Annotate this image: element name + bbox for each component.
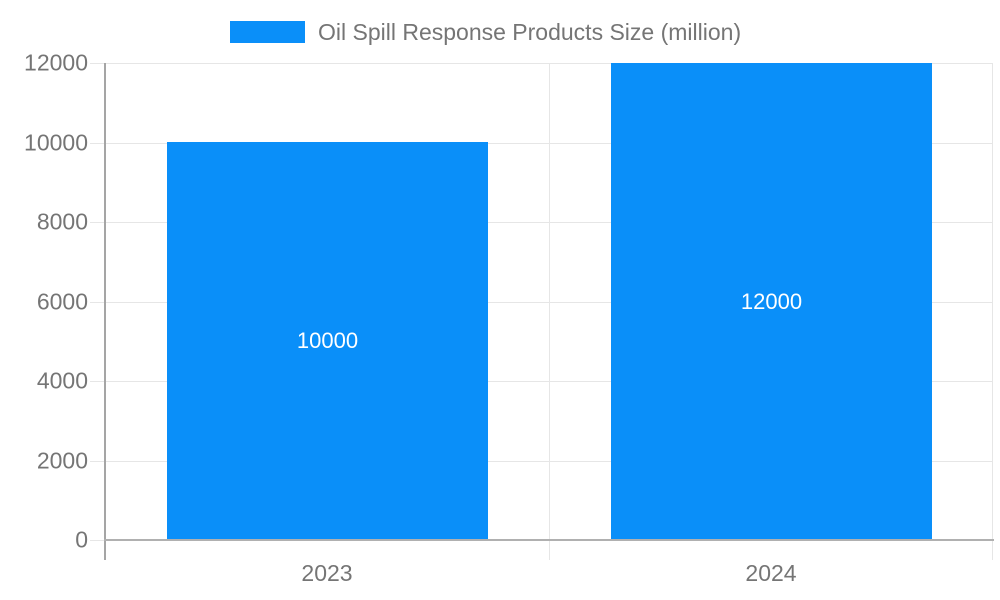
y-axis-tick-label: 6000: [36, 288, 88, 315]
bar-2023: 10000: [167, 142, 488, 540]
y-axis-tick-label: 12000: [24, 49, 88, 76]
category-separator: [549, 63, 550, 560]
y-axis-line: [104, 63, 106, 560]
legend-label: Oil Spill Response Products Size (millio…: [318, 18, 742, 45]
y-axis-tick-label: 10000: [24, 129, 88, 156]
y-axis-tick-label: 4000: [36, 367, 88, 394]
y-axis-tick: [90, 222, 105, 223]
y-axis-tick-label: 8000: [36, 208, 88, 235]
y-axis-tick: [90, 381, 105, 382]
category-separator: [992, 63, 993, 560]
x-axis-label: 2023: [301, 560, 353, 586]
y-axis-tick: [90, 461, 105, 462]
bar-2024: 12000: [611, 63, 932, 540]
y-axis-tick-label: 0: [75, 526, 88, 553]
bar-value-label: 12000: [740, 289, 803, 314]
y-axis-tick: [90, 143, 105, 144]
plot-area: 10000 12000: [105, 63, 993, 560]
y-axis-tick: [90, 63, 105, 64]
y-axis-tick-label: 2000: [36, 447, 88, 474]
x-axis-label: 2024: [745, 560, 797, 586]
legend: Oil Spill Response Products Size (millio…: [230, 18, 742, 45]
y-axis-tick: [90, 540, 105, 541]
y-axis-tick: [90, 302, 105, 303]
bar-value-label: 10000: [296, 328, 359, 353]
legend-swatch: [230, 21, 305, 43]
x-axis-line: [104, 539, 994, 541]
